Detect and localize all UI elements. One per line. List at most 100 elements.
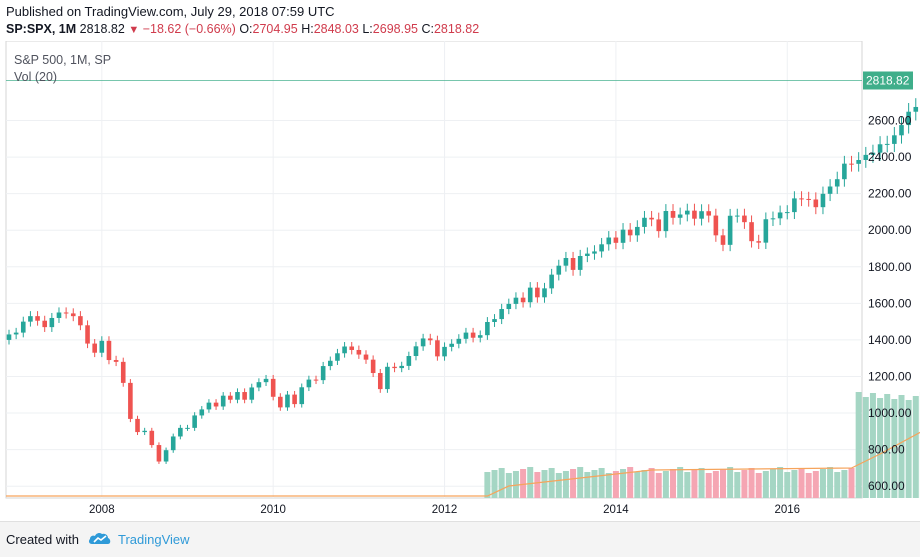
candle-down bbox=[721, 235, 726, 245]
volume-bar bbox=[777, 467, 783, 498]
volume-bar bbox=[741, 470, 747, 498]
candle-down bbox=[107, 341, 112, 360]
volume-bar bbox=[549, 468, 555, 498]
candle-up bbox=[892, 135, 897, 144]
price-chart[interactable]: 600.00800.001000.001200.001400.001600.00… bbox=[0, 41, 920, 521]
candle-up bbox=[856, 160, 861, 164]
price-tick-label: 1200.00 bbox=[868, 369, 912, 383]
candle-up bbox=[735, 216, 740, 217]
volume-bar bbox=[806, 473, 812, 498]
candle-up bbox=[285, 395, 290, 408]
price-tick-label: 1000.00 bbox=[868, 406, 912, 420]
close-label: C: bbox=[421, 22, 434, 36]
candle-down bbox=[278, 397, 283, 408]
time-tick-label: 2008 bbox=[89, 504, 115, 516]
candle-up bbox=[407, 356, 412, 366]
candle-down bbox=[92, 344, 97, 353]
volume-bar bbox=[841, 470, 847, 498]
candle-down bbox=[814, 199, 819, 207]
candle-down bbox=[628, 230, 633, 236]
candle-up bbox=[699, 211, 704, 218]
candle-up bbox=[335, 353, 340, 360]
last-price: 2818.82 bbox=[80, 22, 125, 36]
series-legend[interactable]: S&P 500, 1M, SP bbox=[14, 53, 111, 67]
price-tick-label: 800.00 bbox=[868, 443, 905, 457]
volume-bar bbox=[913, 396, 919, 498]
volume-bar bbox=[656, 473, 662, 498]
volume-bar bbox=[670, 469, 676, 498]
candle-up bbox=[642, 218, 647, 227]
candle-down bbox=[42, 321, 47, 327]
volume-bar bbox=[734, 472, 740, 498]
open-value: 2704.95 bbox=[253, 22, 298, 36]
volume-bar bbox=[849, 468, 855, 498]
candle-down bbox=[228, 396, 233, 400]
candle-down bbox=[64, 312, 69, 313]
volume-bar bbox=[570, 469, 576, 498]
candle-up bbox=[764, 219, 769, 242]
price-tick-label: 2200.00 bbox=[868, 187, 912, 201]
down-arrow-icon: ▼ bbox=[128, 24, 139, 36]
price-tick-label: 1800.00 bbox=[868, 260, 912, 274]
candle-up bbox=[728, 216, 733, 245]
volume-bar bbox=[770, 469, 776, 498]
candle-down bbox=[571, 258, 576, 270]
candle-up bbox=[785, 212, 790, 213]
candle-down bbox=[471, 333, 476, 338]
candle-down bbox=[849, 164, 854, 165]
time-tick-label: 2012 bbox=[432, 504, 458, 516]
candle-up bbox=[221, 396, 226, 407]
tradingview-link[interactable]: TradingView bbox=[118, 532, 190, 547]
candle-up bbox=[842, 164, 847, 180]
volume-bar bbox=[591, 470, 597, 498]
candle-down bbox=[671, 211, 676, 218]
candle-up bbox=[564, 258, 569, 266]
price-tick-label: 2600.00 bbox=[868, 114, 912, 128]
candle-up bbox=[457, 339, 462, 344]
candle-up bbox=[585, 254, 590, 256]
candle-up bbox=[485, 322, 490, 335]
candle-down bbox=[349, 347, 354, 350]
candle-down bbox=[150, 431, 155, 445]
candle-up bbox=[321, 366, 326, 380]
open-label: O: bbox=[239, 22, 252, 36]
candle-up bbox=[171, 436, 176, 450]
candle-up bbox=[578, 256, 583, 270]
candle-down bbox=[749, 222, 754, 241]
candle-up bbox=[771, 218, 776, 219]
price-tick-label: 1600.00 bbox=[868, 296, 912, 310]
low-label: L: bbox=[362, 22, 372, 36]
candle-up bbox=[264, 379, 269, 382]
chart-grid bbox=[6, 41, 920, 498]
candle-up bbox=[499, 309, 504, 319]
candle-down bbox=[742, 216, 747, 223]
candle-down bbox=[157, 445, 162, 461]
candle-up bbox=[399, 366, 404, 368]
volume-bar bbox=[706, 473, 712, 498]
candlesticks bbox=[7, 68, 920, 464]
volume-legend[interactable]: Vol (20) bbox=[14, 70, 57, 84]
candle-up bbox=[57, 312, 62, 317]
candle-up bbox=[542, 288, 547, 297]
volume-bar bbox=[577, 467, 583, 498]
candle-down bbox=[357, 350, 362, 355]
candle-down bbox=[806, 199, 811, 200]
quote-line: SP:SPX, 1M 2818.82 ▼ −18.62 (−0.66%) O:2… bbox=[6, 22, 479, 36]
candle-up bbox=[913, 107, 918, 112]
candle-up bbox=[21, 322, 26, 333]
candle-down bbox=[242, 392, 247, 400]
volume-bar bbox=[663, 471, 669, 498]
volume-bar bbox=[791, 470, 797, 498]
candle-up bbox=[778, 212, 783, 218]
created-with-label: Created with bbox=[6, 532, 79, 547]
candle-down bbox=[428, 338, 433, 340]
candle-up bbox=[478, 335, 483, 338]
change-value: −18.62 (−0.66%) bbox=[143, 22, 236, 36]
last-price-label: 2818.82 bbox=[866, 73, 910, 87]
candle-up bbox=[528, 288, 533, 303]
footer-bar: Created with TradingView bbox=[0, 521, 920, 557]
candle-up bbox=[507, 304, 512, 309]
candle-up bbox=[178, 428, 183, 437]
candle-down bbox=[714, 216, 719, 236]
volume-bar bbox=[756, 473, 762, 498]
